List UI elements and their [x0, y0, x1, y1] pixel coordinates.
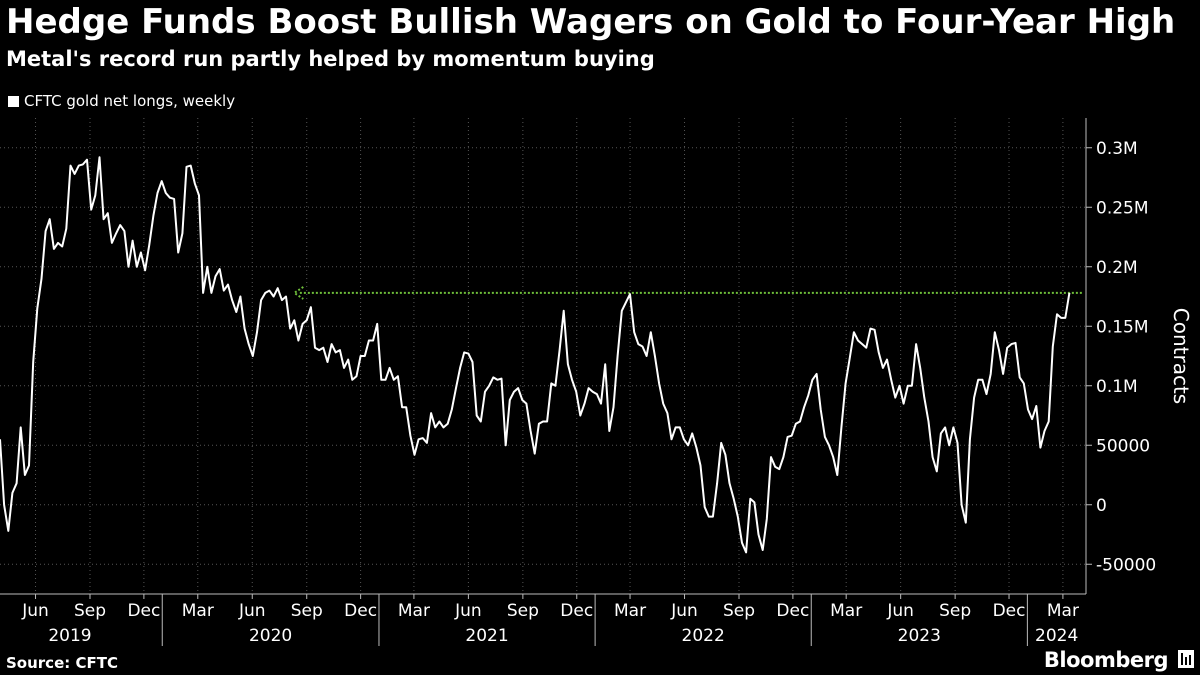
y-tick-label: 0.3M	[1096, 139, 1138, 159]
source-note: Source: CFTC	[6, 654, 118, 672]
year-label: 2023	[898, 626, 941, 646]
axis-labels: 0.3M 0.25M 0.2M 0.15M 0.1M 50000 0 -50000 Jun Sep…	[21, 139, 1193, 646]
year-label: 2022	[682, 626, 725, 646]
x-tick-label: Sep	[74, 601, 106, 621]
brand-logo: Bloomberg	[1043, 648, 1169, 672]
x-tick-label: Dec	[993, 601, 1026, 621]
x-tick-label: Dec	[127, 601, 160, 621]
legend: CFTC gold net longs, weekly	[8, 92, 235, 110]
year-label: 2019	[48, 626, 91, 646]
y-tick-label: -50000	[1096, 555, 1156, 575]
x-tick-label: Mar	[1047, 601, 1079, 621]
annotation-arrow	[292, 286, 1082, 300]
y-tick-label: 50000	[1096, 436, 1150, 456]
gridlines	[0, 118, 1086, 594]
x-tick-label: Sep	[507, 601, 539, 621]
legend-swatch	[8, 95, 19, 107]
x-tick-label: Jun	[454, 601, 482, 621]
series-line	[0, 156, 1071, 554]
x-tick-label: Sep	[291, 601, 323, 621]
x-tick-label: Dec	[344, 601, 377, 621]
x-tick-label: Sep	[723, 601, 755, 621]
x-tick-label: Mar	[398, 601, 430, 621]
year-label: 2024	[1035, 626, 1078, 646]
x-tick-label: Jun	[238, 601, 266, 621]
y-tick-label: 0.1M	[1096, 377, 1138, 397]
year-label: 2021	[465, 626, 508, 646]
arrow-head	[292, 286, 304, 300]
x-tick-label: Jun	[670, 601, 698, 621]
axes	[0, 118, 1092, 646]
legend-label: CFTC gold net longs, weekly	[24, 92, 236, 110]
y-tick-label: 0.2M	[1096, 258, 1138, 278]
chart-title: Hedge Funds Boost Bullish Wagers on Gold…	[6, 2, 1176, 42]
x-tick-label: Dec	[776, 601, 809, 621]
y-axis-title: Contracts	[1169, 308, 1193, 404]
x-tick-label: Jun	[886, 601, 914, 621]
x-tick-label: Dec	[560, 601, 593, 621]
year-label: 2020	[249, 626, 292, 646]
series-layer	[0, 156, 1071, 554]
chart-subtitle: Metal's record run partly helped by mome…	[6, 47, 655, 71]
x-tick-label: Jun	[21, 601, 49, 621]
y-tick-label: 0.15M	[1096, 317, 1149, 337]
y-tick-label: 0	[1096, 496, 1107, 516]
x-tick-label: Mar	[182, 601, 214, 621]
x-tick-label: Sep	[939, 601, 971, 621]
x-tick-label: Mar	[830, 601, 862, 621]
bloomberg-mark-icon	[1178, 650, 1194, 668]
y-tick-label: 0.25M	[1096, 198, 1149, 218]
x-tick-label: Mar	[614, 601, 646, 621]
